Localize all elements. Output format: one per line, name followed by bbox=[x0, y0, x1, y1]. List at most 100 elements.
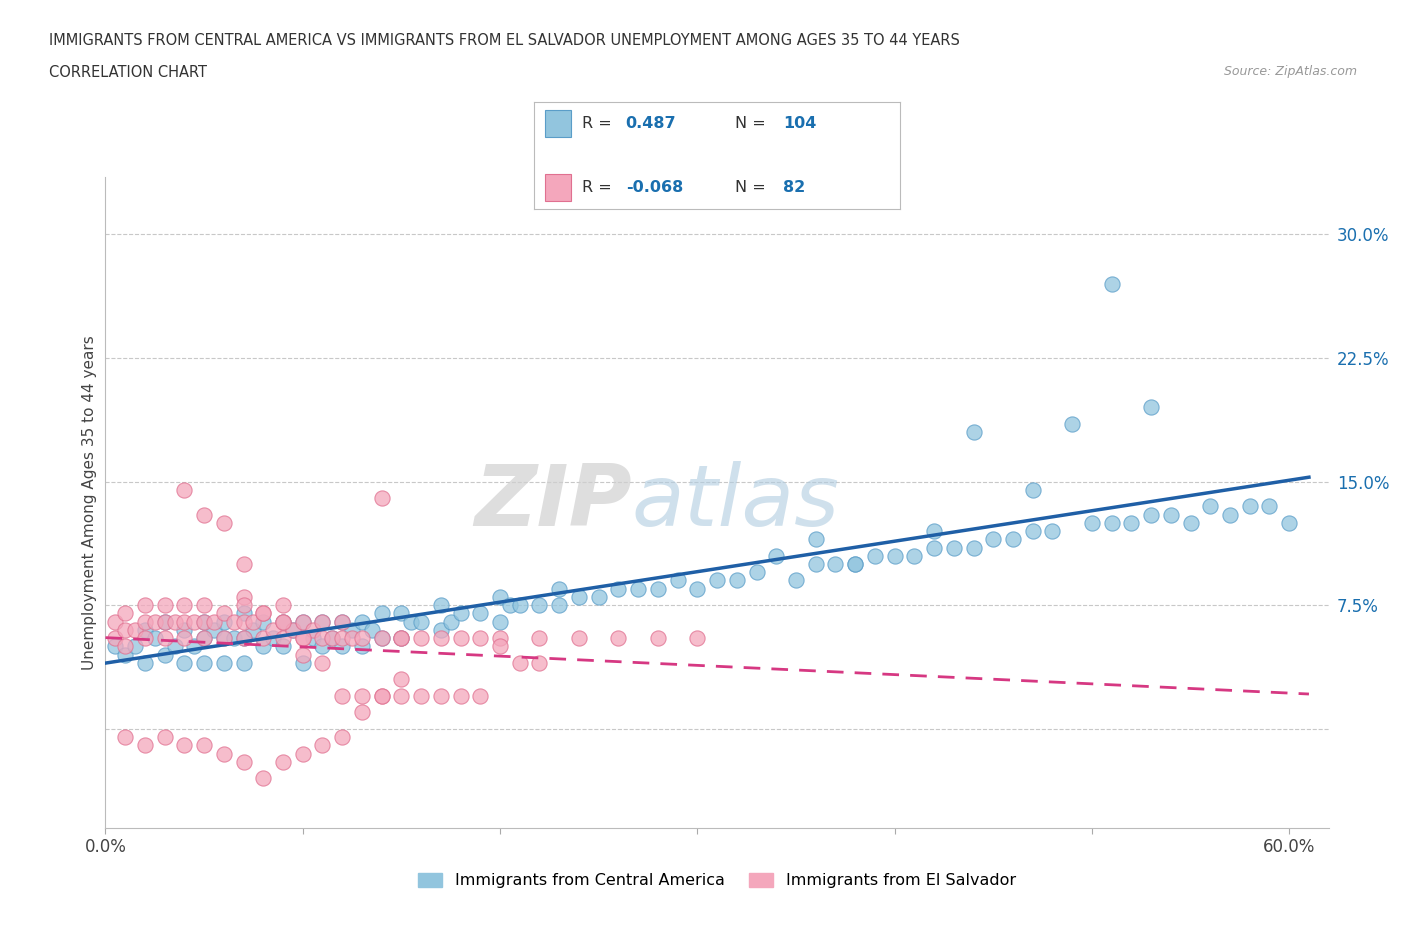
Point bbox=[173, 737, 195, 752]
Point bbox=[1140, 400, 1163, 415]
Point bbox=[311, 614, 333, 629]
Point bbox=[291, 656, 314, 671]
Point bbox=[281, 622, 304, 637]
Point bbox=[350, 688, 373, 703]
Point bbox=[291, 631, 314, 645]
Point bbox=[104, 614, 127, 629]
Point bbox=[844, 556, 866, 571]
Point bbox=[134, 737, 156, 752]
Point bbox=[232, 656, 254, 671]
Point bbox=[232, 631, 254, 645]
Y-axis label: Unemployment Among Ages 35 to 44 years: Unemployment Among Ages 35 to 44 years bbox=[82, 335, 97, 670]
Point bbox=[143, 631, 166, 645]
Point bbox=[212, 614, 235, 629]
Point bbox=[804, 532, 827, 547]
Point bbox=[765, 549, 787, 564]
Text: 104: 104 bbox=[783, 116, 817, 131]
Text: 82: 82 bbox=[783, 180, 806, 195]
Point bbox=[883, 549, 905, 564]
Point bbox=[232, 606, 254, 621]
Point bbox=[311, 639, 333, 654]
Point bbox=[370, 688, 392, 703]
Point bbox=[922, 524, 945, 538]
Point bbox=[411, 688, 433, 703]
Point bbox=[430, 688, 453, 703]
Point bbox=[114, 639, 136, 654]
Point bbox=[647, 581, 669, 596]
Point bbox=[153, 614, 176, 629]
Point bbox=[301, 622, 323, 637]
Point bbox=[370, 631, 392, 645]
Point bbox=[389, 631, 412, 645]
Bar bbox=[546, 175, 571, 201]
Point bbox=[330, 639, 353, 654]
Point bbox=[173, 614, 195, 629]
Point bbox=[153, 730, 176, 745]
Text: IMMIGRANTS FROM CENTRAL AMERICA VS IMMIGRANTS FROM EL SALVADOR UNEMPLOYMENT AMON: IMMIGRANTS FROM CENTRAL AMERICA VS IMMIG… bbox=[49, 33, 960, 47]
Point bbox=[153, 598, 176, 613]
Point bbox=[548, 581, 571, 596]
Point bbox=[212, 656, 235, 671]
Point bbox=[104, 631, 127, 645]
Point bbox=[212, 631, 235, 645]
Point bbox=[686, 631, 709, 645]
Point bbox=[202, 614, 225, 629]
Point bbox=[1101, 515, 1123, 530]
Point bbox=[242, 614, 264, 629]
Point bbox=[193, 631, 215, 645]
Point bbox=[450, 631, 472, 645]
Point bbox=[440, 614, 463, 629]
Point bbox=[271, 754, 294, 769]
Point bbox=[430, 631, 453, 645]
Point bbox=[607, 631, 630, 645]
Point bbox=[212, 515, 235, 530]
Point bbox=[389, 606, 412, 621]
Point bbox=[262, 622, 284, 637]
Point bbox=[340, 631, 363, 645]
Point bbox=[389, 631, 412, 645]
Point bbox=[863, 549, 886, 564]
Point bbox=[470, 688, 492, 703]
Point bbox=[1022, 483, 1045, 498]
Point bbox=[1001, 532, 1024, 547]
Point bbox=[242, 622, 264, 637]
Point bbox=[350, 639, 373, 654]
Point bbox=[450, 688, 472, 703]
Point bbox=[134, 614, 156, 629]
Point bbox=[844, 556, 866, 571]
Point bbox=[1081, 515, 1104, 530]
Point bbox=[252, 614, 274, 629]
Point bbox=[252, 771, 274, 786]
Point bbox=[173, 631, 195, 645]
Legend: Immigrants from Central America, Immigrants from El Salvador: Immigrants from Central America, Immigra… bbox=[412, 866, 1022, 895]
Point bbox=[291, 746, 314, 761]
Point bbox=[389, 672, 412, 687]
Point bbox=[903, 549, 925, 564]
Point bbox=[1199, 498, 1222, 513]
Point bbox=[1022, 524, 1045, 538]
Point bbox=[321, 631, 343, 645]
Point bbox=[529, 631, 551, 645]
Point bbox=[252, 606, 274, 621]
Text: R =: R = bbox=[582, 180, 612, 195]
Point bbox=[153, 614, 176, 629]
Point bbox=[340, 622, 363, 637]
Point bbox=[330, 730, 353, 745]
Point bbox=[725, 573, 748, 588]
Point bbox=[222, 631, 245, 645]
Point bbox=[193, 507, 215, 522]
Point bbox=[271, 631, 294, 645]
Point bbox=[193, 631, 215, 645]
Point bbox=[271, 639, 294, 654]
Point bbox=[330, 631, 353, 645]
Text: N =: N = bbox=[735, 116, 766, 131]
Point bbox=[370, 491, 392, 506]
Point bbox=[262, 631, 284, 645]
Point bbox=[607, 581, 630, 596]
Point bbox=[271, 598, 294, 613]
Point bbox=[370, 606, 392, 621]
Point bbox=[291, 614, 314, 629]
Point bbox=[271, 614, 294, 629]
Point bbox=[291, 614, 314, 629]
Point bbox=[706, 573, 728, 588]
